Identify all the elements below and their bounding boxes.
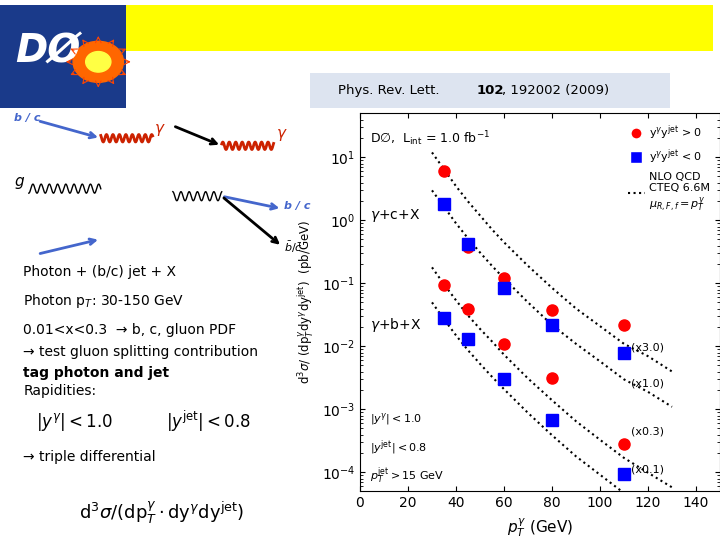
X-axis label: $p_T^\gamma$ (GeV): $p_T^\gamma$ (GeV) [507,516,573,538]
Text: $\gamma$: $\gamma$ [276,127,288,143]
Text: 0.01<x<0.3  → b, c, gluon PDF: 0.01<x<0.3 → b, c, gluon PDF [24,323,237,338]
Text: D$\emptyset$,  L$_{\rm int}$ = 1.0 fb$^{-1}$: D$\emptyset$, L$_{\rm int}$ = 1.0 fb$^{-… [369,129,490,148]
Text: $|y^{\rm jet}| < 0.8$: $|y^{\rm jet}| < 0.8$ [369,438,427,457]
Text: Isolated Photon + HF Jet: Isolated Photon + HF Jet [237,15,602,42]
Text: Phys. Rev. Lett.: Phys. Rev. Lett. [338,84,444,97]
Text: tag photon and jet: tag photon and jet [24,366,170,380]
Text: → test gluon splitting contribution: → test gluon splitting contribution [24,345,258,359]
Text: $p_T^{\rm jet} > 15$ GeV: $p_T^{\rm jet} > 15$ GeV [369,465,444,485]
Text: b / c: b / c [284,201,310,211]
Text: → triple differential: → triple differential [24,450,156,464]
Text: $\bar{b}/\bar{c}$: $\bar{b}/\bar{c}$ [284,239,302,255]
Text: Photon + (b/c) jet + X: Photon + (b/c) jet + X [24,265,176,279]
Text: g: g [14,174,24,189]
Text: DØ: DØ [15,32,81,71]
Text: $\gamma$+c+X: $\gamma$+c+X [369,207,420,224]
Y-axis label: d$^3\sigma$/ (dp$_T^\gamma$dy$^\gamma$dy$^{\rm jet}$)  (pb/GeV): d$^3\sigma$/ (dp$_T^\gamma$dy$^\gamma$dy… [297,220,316,384]
Text: (x3.0): (x3.0) [631,343,665,353]
Legend: y$^\gamma$y$^{\rm jet}$ > 0, y$^\gamma$y$^{\rm jet}$ < 0, NLO QCD
CTEQ 6.6M
$\mu: y$^\gamma$y$^{\rm jet}$ > 0, y$^\gamma$y… [624,119,714,218]
Text: $|y^\gamma| < 1.0$: $|y^\gamma| < 1.0$ [369,411,422,427]
Text: b / c: b / c [14,113,41,123]
Text: (x1.0): (x1.0) [631,379,665,388]
Text: $|y^{\rm jet}| < 0.8$: $|y^{\rm jet}| < 0.8$ [166,409,250,434]
Circle shape [86,51,111,72]
Text: d$^3\sigma$/(dp$_T^\gamma\cdot$dy$^\gamma$dy$^{\rm jet}$): d$^3\sigma$/(dp$_T^\gamma\cdot$dy$^\gamm… [79,500,244,526]
Text: $|y^\gamma| < 1.0$: $|y^\gamma| < 1.0$ [35,411,112,433]
Text: (x0.3): (x0.3) [631,426,665,436]
Text: 102: 102 [477,84,505,97]
FancyBboxPatch shape [292,71,688,110]
Circle shape [73,41,124,82]
Text: $\gamma$+b+X: $\gamma$+b+X [369,316,421,334]
Text: (x0.1): (x0.1) [631,465,665,475]
Text: Photon p$_T$: 30-150 GeV: Photon p$_T$: 30-150 GeV [24,293,185,310]
Text: $\gamma$: $\gamma$ [154,122,166,138]
Text: Rapidities:: Rapidities: [24,384,96,398]
Text: , 192002 (2009): , 192002 (2009) [502,84,609,97]
FancyBboxPatch shape [0,5,126,108]
